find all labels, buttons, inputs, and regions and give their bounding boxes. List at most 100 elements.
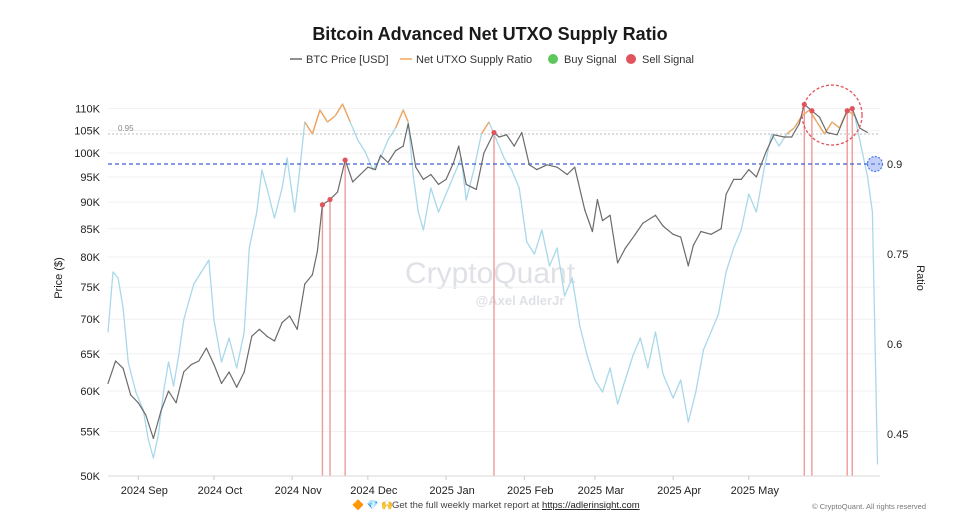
ratio-point [299, 169, 301, 171]
ratio-point [586, 355, 588, 357]
ratio-point [112, 271, 114, 273]
footer-link[interactable]: https://adlerinsight.com [542, 500, 640, 511]
price-point [662, 225, 664, 227]
ratio-point [511, 169, 513, 171]
watermark-brand: CryptoQuant [405, 257, 576, 290]
price-point [624, 247, 626, 249]
ratio-point [662, 373, 664, 375]
price-point [183, 371, 185, 373]
x-tick-label: 2025 Apr [657, 485, 701, 497]
raised-hands-icon: 🙌 [381, 499, 393, 511]
ratio-point [304, 121, 306, 123]
price-point [379, 154, 382, 156]
ratio-point [248, 247, 250, 249]
legend-label: Buy Signal [564, 54, 617, 66]
y-axis-right-title: Ratio [914, 265, 926, 291]
price-point [859, 127, 861, 129]
gem-icon: 💎 [366, 499, 378, 511]
ratio-point [220, 361, 223, 363]
diamond-icon: 🔶 [352, 499, 364, 511]
sell-signal-marker [849, 106, 855, 112]
legend-swatch-dot [626, 54, 636, 64]
x-tick-label: 2024 Oct [198, 485, 243, 497]
ratio-point [717, 313, 720, 315]
price-point [680, 236, 682, 238]
price-point [281, 321, 283, 324]
price-point [513, 145, 515, 147]
price-point [687, 265, 689, 267]
price-point [791, 136, 793, 138]
price-point [258, 328, 260, 330]
ratio-point [200, 271, 202, 273]
ratio-point [412, 175, 414, 177]
price-point [453, 161, 455, 164]
y-left-tick-label: 75K [80, 282, 100, 294]
price-point [700, 230, 702, 233]
price-point [198, 360, 200, 362]
ratio-point [831, 121, 833, 123]
price-point [536, 169, 538, 171]
ratio-point [480, 133, 482, 135]
ratio-point [594, 379, 596, 381]
ratio-point [748, 193, 750, 195]
ratio-point [188, 301, 190, 303]
price-point [122, 367, 124, 369]
sell-signal-marker [319, 202, 326, 208]
ratio-point [357, 139, 359, 141]
legend-swatch-dot [548, 54, 558, 64]
ratio-point [548, 265, 551, 267]
ratio-point [473, 169, 475, 171]
ratio-point [157, 433, 160, 435]
x-tick-label: 2025 Feb [507, 485, 553, 497]
price-point [826, 131, 828, 134]
price-point [617, 262, 619, 264]
legend-item: Net UTXO Supply Ratio [400, 54, 532, 66]
price-point [213, 364, 215, 366]
ratio-point [286, 157, 288, 159]
price-point [740, 178, 742, 181]
price-point [266, 335, 268, 337]
ratio-point [725, 271, 727, 273]
ratio-point [152, 457, 155, 459]
ratio-point [342, 103, 344, 105]
price-point [596, 198, 599, 201]
ratio-point [541, 229, 543, 231]
series-price [107, 103, 868, 440]
price-point [521, 131, 523, 134]
ratio-point [861, 151, 863, 153]
price-point [798, 123, 800, 125]
ratio-point [395, 127, 397, 129]
price-point [130, 394, 132, 396]
ratio-point [236, 367, 238, 369]
ratio-point [876, 463, 879, 465]
y-left-tick-label: 65K [80, 349, 100, 361]
price-point [402, 145, 404, 147]
price-point [591, 230, 593, 233]
x-tick-label: 2025 May [731, 485, 780, 497]
ratio-point [488, 121, 490, 123]
ratio-point [319, 109, 321, 111]
price-point [445, 178, 447, 181]
ratio-point [107, 331, 109, 333]
ratio-point [793, 127, 795, 129]
legend-item: BTC Price [USD] [290, 54, 389, 66]
ratio-point [372, 169, 374, 171]
ratio-point [422, 229, 424, 231]
ratio-point [816, 121, 818, 123]
ratio-point [609, 367, 611, 369]
ratio-point [695, 391, 697, 393]
sell-signal-marker [491, 129, 497, 136]
ratio-point [871, 211, 874, 213]
y-right-tick-label: 0.6 [887, 339, 902, 351]
price-point [367, 166, 369, 168]
price-point [220, 382, 223, 384]
price-point [387, 161, 389, 164]
price-point [415, 166, 417, 168]
y-left-tick-label: 105K [74, 125, 100, 137]
sell-signal-marker [844, 108, 850, 114]
legend-item: Sell Signal [626, 54, 694, 66]
axes: 50K 55K 60K 65K 70K 75K 80K 85K 90K 95K 100K 105K 11… [74, 104, 908, 497]
ratio-point [702, 349, 704, 351]
ratio-point [579, 325, 581, 327]
ratio-point [632, 355, 634, 357]
